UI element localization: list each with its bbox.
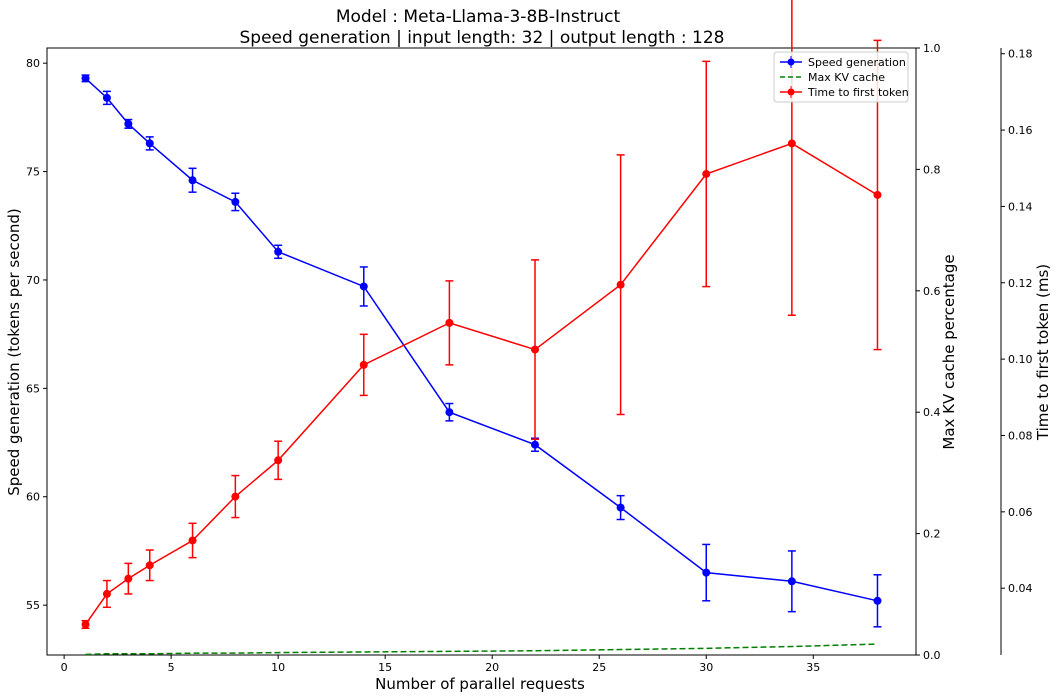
speed-generation-point [359, 282, 368, 291]
speed-generation-point [531, 440, 540, 449]
y-tick-label: 65 [26, 382, 40, 395]
x-axis-label: Number of parallel requests [375, 675, 585, 693]
time-to-first-token-point [102, 589, 111, 598]
time-to-first-token-point [702, 169, 711, 178]
y2-tick-label: 0.0 [923, 649, 941, 662]
speed-generation-point [616, 503, 625, 512]
time-to-first-token-point [231, 492, 240, 501]
speed-generation-point [231, 197, 240, 206]
y3-tick-label: 0.04 [1008, 582, 1033, 595]
time-to-first-token-point [787, 139, 796, 148]
legend-label: Max KV cache [808, 71, 885, 84]
legend-box [773, 51, 909, 103]
x-tick-label: 30 [699, 661, 713, 674]
y3-tick-label: 0.16 [1008, 124, 1033, 137]
y-tick-label: 55 [26, 599, 40, 612]
legend-label: Time to first token [807, 86, 909, 99]
x-tick-label: 25 [592, 661, 606, 674]
time-to-first-token-line [84, 142, 878, 625]
x-tick-label: 10 [271, 661, 285, 674]
legend: Speed generation Max KV cache Time to firs… [773, 51, 909, 103]
y3-tick-label: 0.10 [1008, 353, 1033, 366]
y2-tick-label: 0.8 [923, 163, 941, 176]
y3-tick-label: 0.06 [1008, 506, 1033, 519]
y3-tick-label: 0.18 [1008, 48, 1033, 61]
y2-axis-label: Max KV cache percentage [940, 254, 958, 449]
speed-generation-point [124, 119, 133, 128]
speed-generation-point [188, 176, 197, 185]
x-tick-label: 15 [378, 661, 392, 674]
legend-label: Speed generation [808, 56, 906, 69]
speed-generation-point [145, 139, 154, 148]
speed-generation-line [85, 77, 878, 602]
chart-title: Model : Meta-Llama-3-8B-Instruct [336, 7, 621, 27]
x-tick-label: 0 [61, 661, 68, 674]
time-to-first-token-point [359, 360, 368, 369]
plot-area-border [46, 47, 917, 656]
time-to-first-token-point [145, 561, 154, 570]
time-to-first-token-point [274, 456, 283, 465]
time-to-first-token-point [188, 536, 197, 545]
kv-cache-layer [85, 643, 878, 656]
speed-generation-point [274, 247, 283, 256]
y-tick-label: 75 [26, 166, 40, 179]
y3-tick-label: 0.14 [1008, 200, 1033, 213]
x-tick-label: 35 [806, 661, 820, 674]
speed-generation-point [702, 568, 711, 577]
speed-generation-point [445, 408, 454, 417]
x-tick-label: 20 [485, 661, 499, 674]
y2-tick-label: 0.4 [923, 406, 941, 419]
y3-axis-label: Time to first token (ms) [1034, 264, 1052, 441]
speed-generation-point [102, 93, 111, 102]
speed-generation-point [873, 596, 882, 605]
plot-frame [46, 47, 917, 656]
y-tick-label: 70 [26, 274, 40, 287]
y3-tick-label: 0.08 [1008, 429, 1033, 442]
time-to-first-token-point [616, 280, 625, 289]
speed-generation-point [81, 74, 90, 83]
y-axis-label: Speed generation (tokens per second) [5, 208, 23, 496]
ttft-series-layer [81, 0, 882, 630]
speed-generation-point [787, 577, 796, 586]
time-to-first-token-point [81, 620, 90, 629]
time-to-first-token-point [873, 190, 882, 199]
y-tick-label: 60 [26, 491, 40, 504]
axes-layer: 0 5 10 15 20 25 30 35 55 60 65 70 75 80 0.0 0.2 0.4 0.6 0.… [26, 42, 1033, 674]
speed-series-layer [81, 74, 882, 628]
chart-subtitle: Speed generation | input length: 32 | ou… [240, 28, 725, 48]
y2-tick-label: 0.6 [923, 285, 941, 298]
y3-tick-label: 0.12 [1008, 277, 1033, 290]
kv-cache-line [85, 643, 878, 656]
x-tick-label: 5 [168, 661, 175, 674]
time-to-first-token-point [445, 318, 454, 327]
y2-tick-label: 0.2 [923, 528, 941, 541]
y-tick-label: 80 [26, 57, 40, 70]
time-to-first-token-point [531, 345, 540, 354]
time-to-first-token-point [124, 574, 133, 583]
y2-tick-label: 1.0 [923, 42, 941, 55]
